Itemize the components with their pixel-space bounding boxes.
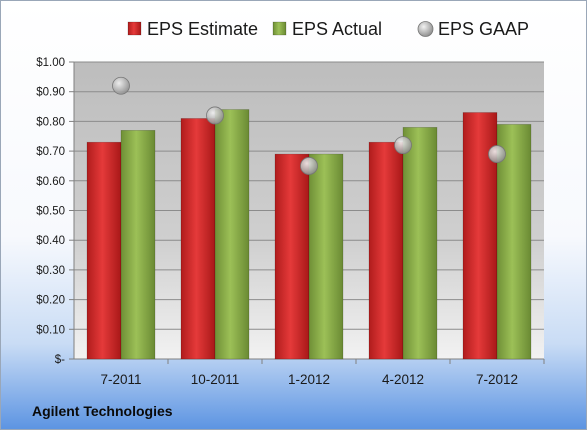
x-category-label: 10-2011 bbox=[191, 372, 240, 387]
legend-swatch-eps-actual bbox=[272, 21, 287, 36]
y-tick-label: $0.90 bbox=[36, 87, 65, 99]
company-name: Agilent Technologies bbox=[32, 403, 173, 419]
marker-eps-gaap bbox=[206, 106, 224, 125]
x-category-label: 1-2012 bbox=[288, 372, 330, 387]
bar-eps-actual bbox=[402, 127, 438, 360]
y-tick-label: $0.70 bbox=[36, 146, 65, 158]
x-category-label: 7-2012 bbox=[476, 372, 518, 387]
y-tick-label: $1.00 bbox=[36, 57, 65, 69]
y-tick-label: $0.80 bbox=[36, 116, 65, 128]
x-category-label: 7-2011 bbox=[100, 372, 141, 387]
marker-eps-gaap bbox=[488, 145, 506, 163]
bar-eps-estimate bbox=[86, 141, 122, 360]
legend-label-eps-gaap: EPS GAAP bbox=[438, 19, 529, 39]
bar-eps-estimate bbox=[180, 118, 216, 360]
y-tick-label: $0.30 bbox=[36, 265, 65, 277]
y-tick-label: $0.20 bbox=[36, 295, 65, 307]
y-tick-label: $0.60 bbox=[36, 176, 65, 188]
y-tick-label: $0.10 bbox=[36, 324, 65, 336]
legend-label-eps-estimate: EPS Estimate bbox=[147, 19, 258, 39]
marker-eps-gaap bbox=[300, 157, 318, 175]
bar-eps-actual bbox=[496, 124, 532, 360]
marker-eps-gaap bbox=[394, 136, 412, 155]
legend-label-eps-actual: EPS Actual bbox=[292, 19, 382, 39]
bar-eps-estimate bbox=[274, 153, 310, 360]
marker-eps-gaap bbox=[112, 76, 130, 95]
y-tick-label: $0.50 bbox=[36, 206, 65, 218]
legend-swatch-eps-estimate bbox=[127, 21, 142, 36]
y-tick-label: $0.40 bbox=[36, 235, 65, 247]
bar-eps-estimate bbox=[368, 141, 404, 360]
legend-swatch-eps-gaap bbox=[417, 21, 434, 37]
x-category-label: 4-2012 bbox=[382, 372, 424, 387]
y-tick-label: $- bbox=[55, 354, 65, 366]
bar-eps-actual bbox=[308, 153, 344, 360]
bar-eps-actual bbox=[120, 130, 156, 360]
bar-eps-actual bbox=[214, 109, 250, 360]
